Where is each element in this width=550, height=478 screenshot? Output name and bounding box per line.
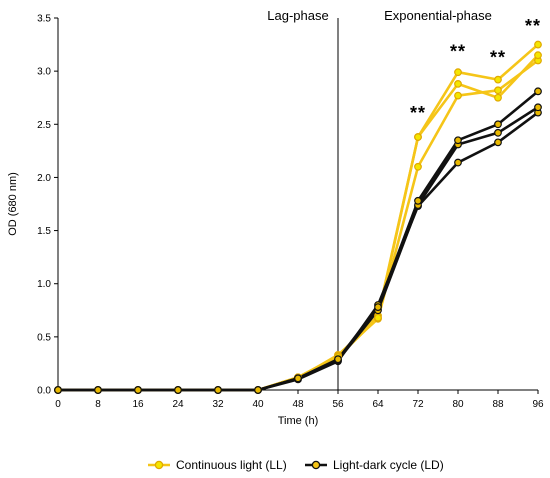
y-tick-label: 1.5	[37, 226, 51, 237]
y-tick-label: 1.0	[37, 279, 51, 290]
data-point-ll	[414, 162, 422, 171]
x-ticks: 0 8 16 24 32 40 48 56 64 72 80 88 96	[55, 390, 544, 410]
y-axis-title: OD (680 nm)	[7, 172, 19, 236]
data-point-ll	[454, 91, 462, 100]
y-tick-label: 2.5	[37, 120, 51, 131]
y-tick-label: 3.0	[37, 67, 51, 78]
significance-marker: **	[490, 48, 506, 68]
series-lines	[58, 43, 539, 392]
data-point-ld	[294, 374, 302, 383]
data-point-ld	[534, 103, 542, 112]
data-point-ld	[534, 87, 542, 96]
data-point-ld	[454, 158, 462, 167]
x-tick-label: 72	[412, 399, 424, 410]
x-tick-label: 80	[452, 399, 464, 410]
x-tick-label: 16	[132, 399, 144, 410]
phase-label: Exponential-phase	[384, 8, 492, 23]
data-point-ld	[214, 386, 222, 394]
x-tick-label: 64	[372, 399, 384, 410]
data-point-ld	[494, 138, 502, 147]
legend: Continuous light (LL) Light-dark cycle (L…	[148, 458, 444, 472]
series-line-ld	[58, 106, 539, 392]
data-point-ll	[534, 40, 542, 49]
y-tick-label: 3.5	[37, 14, 51, 25]
y-ticks: 0.0 0.5 1.0 1.5 2.0 2.5 3.0 3.5	[37, 14, 58, 397]
legend-swatch-marker	[311, 460, 321, 470]
series-line-ld	[58, 111, 539, 392]
data-point-ll	[494, 86, 502, 95]
x-tick-label: 24	[172, 399, 184, 410]
series-markers	[54, 40, 542, 394]
series-line-ll	[58, 54, 539, 392]
data-point-ll	[494, 75, 502, 84]
x-tick-label: 40	[252, 399, 264, 410]
y-tick-label: 0.0	[37, 386, 51, 397]
data-point-ld	[414, 196, 422, 205]
y-tick-label: 2.0	[37, 173, 51, 184]
data-point-ld	[374, 303, 382, 311]
data-point-ll	[374, 313, 382, 322]
data-point-ld	[254, 386, 262, 394]
data-point-ld	[54, 386, 62, 394]
x-tick-label: 48	[292, 399, 304, 410]
series-line-ll	[58, 59, 539, 392]
x-tick-label: 96	[532, 399, 544, 410]
annotations: Lag-phase Exponential-phase ** ** ** **	[267, 8, 541, 123]
x-tick-label: 32	[212, 399, 224, 410]
data-point-ld	[454, 136, 462, 145]
legend-label: Light-dark cycle (LD)	[333, 458, 444, 472]
legend-swatch-marker	[154, 460, 164, 470]
data-point-ld	[94, 386, 102, 394]
x-tick-label: 56	[332, 399, 344, 410]
series-line-ll	[58, 43, 539, 392]
data-point-ld	[334, 355, 342, 364]
data-point-ld	[134, 386, 142, 394]
data-point-ld	[494, 128, 502, 137]
data-point-ll	[414, 133, 422, 141]
legend-label: Continuous light (LL)	[176, 458, 287, 472]
data-point-ld	[494, 120, 502, 129]
significance-marker: **	[450, 41, 466, 61]
significance-marker: **	[410, 103, 426, 123]
data-point-ll	[494, 93, 502, 102]
x-tick-label: 8	[95, 399, 101, 410]
y-tick-label: 0.5	[37, 332, 51, 343]
x-tick-label: 0	[55, 399, 61, 410]
data-point-ll	[454, 79, 462, 88]
phase-label: Lag-phase	[267, 8, 328, 23]
series-line-ld	[58, 90, 539, 392]
x-tick-label: 88	[492, 399, 504, 410]
significance-marker: **	[525, 16, 541, 36]
data-point-ll	[534, 51, 542, 60]
x-axis-title: Time (h)	[278, 415, 319, 427]
data-point-ld	[174, 386, 182, 394]
data-point-ll	[454, 68, 462, 77]
